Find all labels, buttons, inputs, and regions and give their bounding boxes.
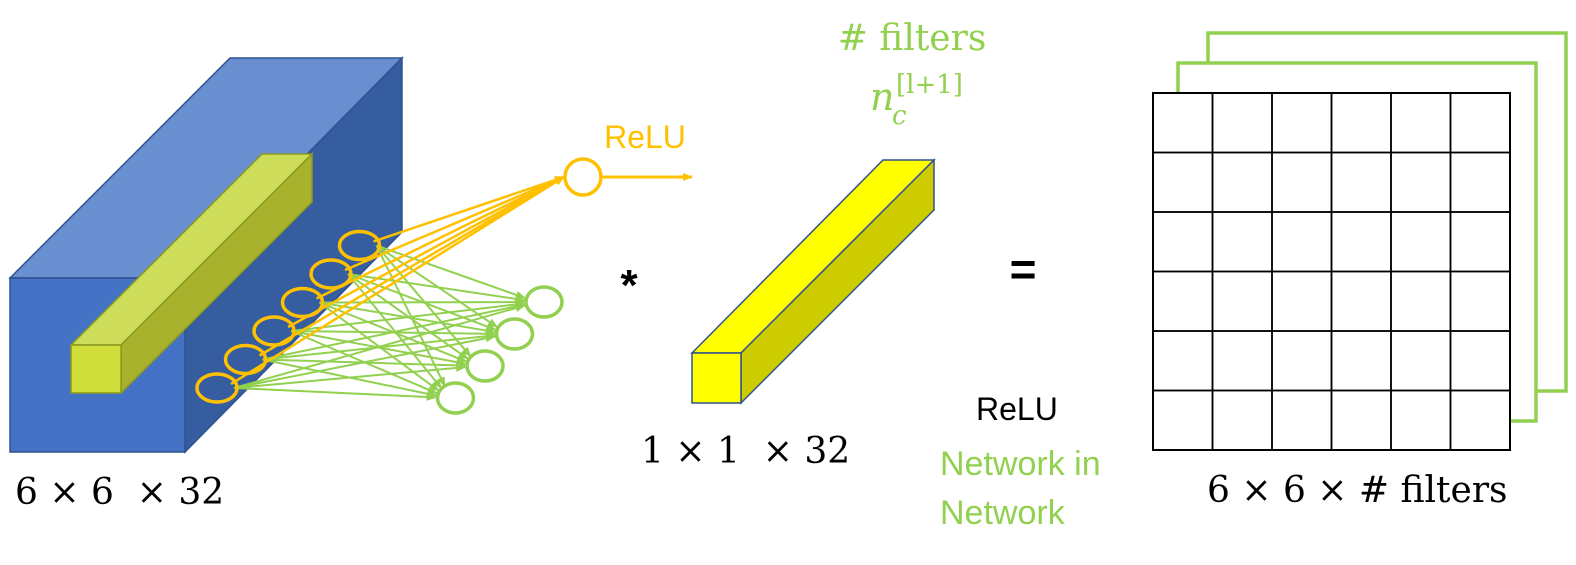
input-nodes [195,229,382,404]
green-edge [319,301,468,363]
green-edge [375,244,472,358]
green-edge [290,330,467,366]
relu-top-label: ReLU [604,119,686,155]
hidden-node [465,349,505,383]
n-symbol: n [870,75,894,119]
relu-bottom-label: ReLU [976,391,1058,427]
green-edge [347,273,497,331]
layer-superscript: [l+1] [896,70,963,100]
n-c-symbol: n c [870,75,907,131]
filter-1x1x32 [690,158,936,405]
hidden-node [524,285,564,319]
input-node [337,229,382,262]
hidden-node [435,381,476,415]
green-edge [233,387,437,401]
input-node [309,258,353,290]
green-edge [347,273,443,389]
hidden-nodes [435,285,564,415]
orange-edge [315,175,565,300]
input-node [252,315,296,347]
output-grid [1152,92,1511,451]
slice-front [70,344,122,394]
c-subscript: c [892,101,907,131]
hidden-node [494,317,535,351]
input-node [280,286,325,319]
input-dims-label: 6 × 6 × 32 [15,472,224,513]
relu-output-node [563,157,603,197]
green-edge [375,245,446,388]
nin-label-line2: Network [940,494,1066,532]
volume-slice [69,152,314,395]
filter-front [691,352,742,404]
green-edge [319,301,496,335]
green-edge [376,244,526,299]
input-node [195,372,239,404]
filters-count-label: # filters [838,18,987,59]
orange-edge [344,175,565,272]
orange-edge [230,175,565,386]
orange-edge [373,175,565,243]
green-edge [347,273,469,360]
output-connections [230,175,565,386]
input-node [223,343,268,376]
output-grid-cell [1449,389,1511,451]
nin-label-line1: Network in [940,445,1101,483]
convolution-operator: * [620,261,638,310]
output-volume [1152,31,1568,451]
orange-edge [287,175,565,329]
green-edge [262,358,437,398]
filter-dims-label: 1 × 1 × 32 [641,431,850,472]
orange-edge [258,175,565,357]
output-dims-label: 6 × 6 × # filters [1207,470,1508,511]
green-edge [290,330,438,395]
equals-operator: = [1010,243,1037,295]
